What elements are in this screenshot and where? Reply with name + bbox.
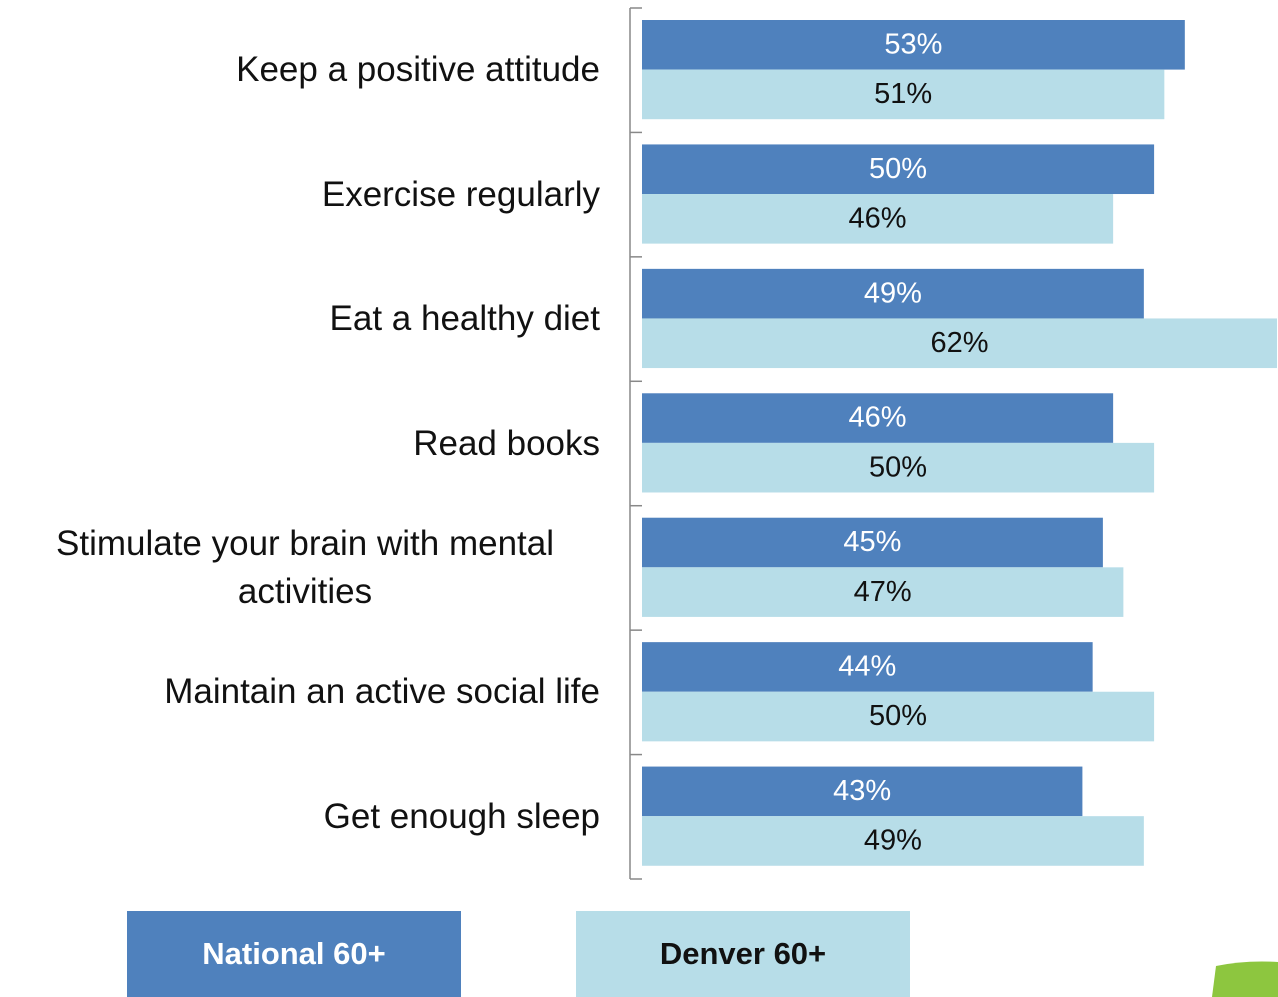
category-label: Stimulate your brain with mental activit… [10,520,600,616]
page: 53%51%50%46%49%62%46%50%45%47%44%50%43%4… [0,0,1278,997]
category-label: Keep a positive attitude [236,46,600,94]
value-label: 44% [838,651,896,683]
category-label: Maintain an active social life [164,668,600,716]
category-label: Get enough sleep [324,793,600,841]
category-label: Read books [413,420,600,468]
value-label: 62% [930,327,988,359]
value-label: 43% [833,775,891,807]
value-label: 51% [874,78,932,110]
category-label: Exercise regularly [322,171,600,219]
category-label: Eat a healthy diet [330,295,600,343]
chart: 53%51%50%46%49%62%46%50%45%47%44%50%43%4… [0,0,1278,997]
value-label: 46% [849,402,907,434]
legend-entry: National 60+ [127,911,461,997]
value-label: 50% [869,153,927,185]
value-label: 49% [864,277,922,309]
value-label: 49% [864,825,922,857]
value-label: 53% [884,28,942,60]
decoration [1212,962,1278,997]
value-label: 46% [849,202,907,234]
legend-entry: Denver 60+ [576,911,910,997]
value-label: 50% [869,451,927,483]
value-label: 47% [854,576,912,608]
value-label: 50% [869,700,927,732]
value-label: 45% [843,526,901,558]
